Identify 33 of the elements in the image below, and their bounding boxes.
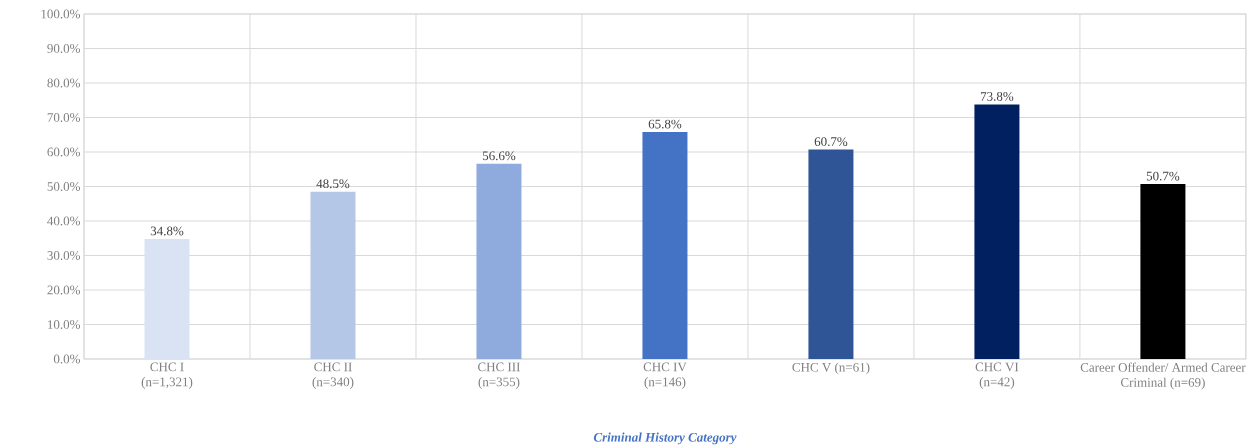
y-tick-label: 20.0% [47,285,81,295]
data-label: 50.7% [1146,171,1180,181]
y-tick-label: 50.0% [47,182,81,191]
data-label: 73.8% [981,92,1014,101]
y-tick-label: 30.0% [47,251,81,260]
bar [1140,184,1186,359]
bar [310,191,356,359]
y-tick-label: 10.0% [48,320,81,329]
bar [476,163,522,359]
bar [642,131,688,359]
y-tick-label: 60.0% [47,147,81,157]
bar [144,238,190,359]
y-tick-label: 80.0% [47,78,81,88]
data-label: 34.8% [150,226,184,236]
y-tick-label: 40.0% [47,216,81,226]
data-label: 65.8% [648,119,682,129]
x-axis-title: Criminal History Category [593,432,737,445]
data-label: 56.6% [482,151,516,161]
x-tick-label: Career Offender/ Armed Career Criminal (n=69) [1080,362,1246,390]
data-label: 48.5% [316,179,350,189]
y-tick-label: 70.0% [47,113,81,122]
y-tick-label: 0.0% [53,354,81,364]
bar [808,149,854,359]
x-tick-label: CHC I (n=1,321) [141,362,193,389]
bar [974,104,1020,359]
y-tick-label: 100.0% [41,9,81,19]
x-tick-label: CHC VI (n=42) [975,362,1019,389]
data-label: 60.7% [814,137,848,147]
y-tick-label: 90.0% [47,44,81,53]
x-tick-label: CHC V (n=61) [792,362,870,375]
x-tick-label: CHC IV (n=146) [643,362,687,389]
x-tick-label: CHC III (n=355) [478,362,520,389]
x-tick-label: CHC II (n=340) [312,362,354,389]
